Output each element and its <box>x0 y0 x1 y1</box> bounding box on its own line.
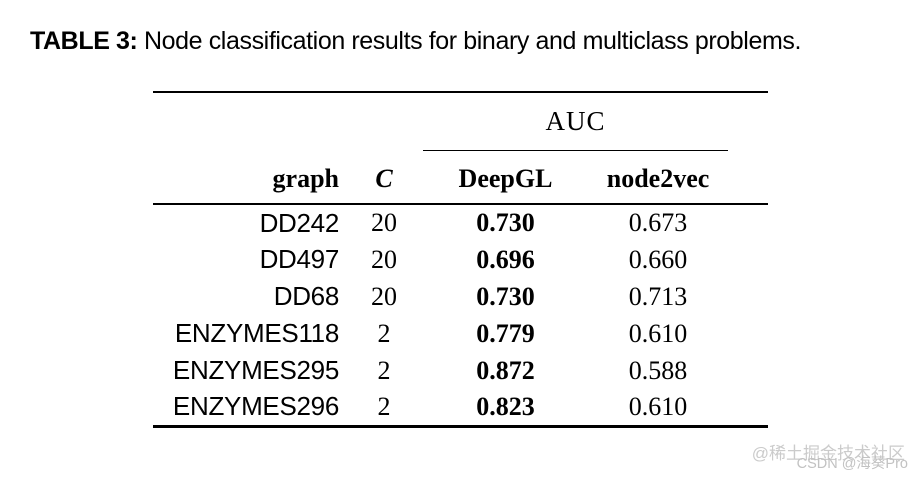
table-row: DD497 20 0.696 0.660 <box>153 241 768 278</box>
cell-deepgl: 0.696 <box>476 244 535 274</box>
cell-deepgl: 0.872 <box>476 355 535 385</box>
spacer-cell <box>728 315 768 352</box>
watermark-csdn: CSDN @海葵Pro <box>796 456 908 472</box>
spacer-cell <box>728 278 768 315</box>
table-caption-text: Node classification results for binary a… <box>137 27 802 55</box>
table-row: DD68 20 0.730 0.713 <box>153 278 768 315</box>
cell-c: 20 <box>371 208 397 237</box>
spacer-cell <box>728 92 768 150</box>
cell-graph: ENZYMES295 <box>172 355 339 385</box>
column-header-row: graph C DeepGL node2vec <box>153 150 769 205</box>
watermark-juejin: @稀土掘金技术社区 <box>751 444 905 463</box>
spacer-cell <box>728 150 769 205</box>
cell-graph: DD497 <box>259 244 340 274</box>
cell-c: 2 <box>377 318 391 348</box>
cell-deepgl: 0.730 <box>476 281 535 311</box>
span-header-row: AUC <box>153 92 768 151</box>
spacer-cell <box>728 204 768 241</box>
table-row: ENZYMES296 2 0.823 0.610 <box>153 389 768 426</box>
spacer-cell <box>728 389 768 426</box>
cell-c: 2 <box>377 355 391 385</box>
column-header-graph: graph <box>153 150 345 205</box>
cell-deepgl: 0.779 <box>476 318 535 348</box>
cell-deepgl: 0.730 <box>476 208 535 237</box>
cell-graph: DD242 <box>259 207 340 238</box>
cell-deepgl: 0.823 <box>476 391 535 421</box>
cell-c: 2 <box>377 391 391 421</box>
table-row: DD242 20 0.730 0.673 <box>153 204 768 241</box>
cell-node2vec: 0.610 <box>628 391 688 421</box>
cell-node2vec: 0.713 <box>628 281 688 311</box>
cell-c: 20 <box>371 244 397 274</box>
cell-node2vec: 0.588 <box>628 355 688 385</box>
cell-node2vec: 0.660 <box>628 244 688 274</box>
results-table: AUC graph C DeepGL node2vec DD242 20 0.7… <box>153 91 769 428</box>
table-caption-label: TABLE 3: <box>30 27 138 55</box>
spacer-cell <box>728 352 768 389</box>
span-header-auc: AUC <box>423 92 729 151</box>
table-row: ENZYMES295 2 0.872 0.588 <box>153 352 768 389</box>
cell-graph: DD68 <box>273 281 340 311</box>
column-header-deepgl: DeepGL <box>423 150 588 205</box>
table-caption: TABLE 3: Node classification results for… <box>30 27 801 56</box>
span-header-empty <box>153 92 423 150</box>
column-header-c: C <box>345 150 423 205</box>
spacer-cell <box>728 241 768 278</box>
column-header-node2vec: node2vec <box>588 150 729 205</box>
cell-node2vec: 0.610 <box>628 318 688 348</box>
cell-c: 20 <box>371 281 397 311</box>
cell-node2vec: 0.673 <box>628 208 688 237</box>
table-row: ENZYMES118 2 0.779 0.610 <box>153 315 768 352</box>
cell-graph: ENZYMES118 <box>174 318 339 348</box>
cell-graph: ENZYMES296 <box>172 391 339 422</box>
